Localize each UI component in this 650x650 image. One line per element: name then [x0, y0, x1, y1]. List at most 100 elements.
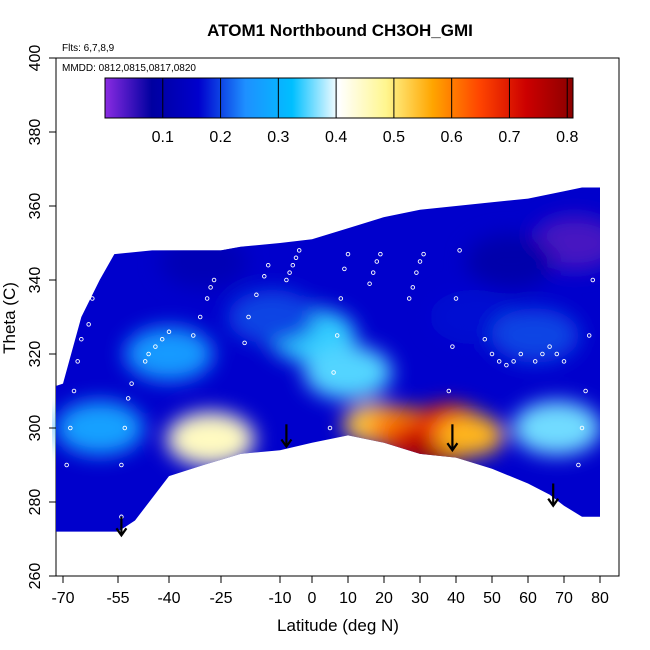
y-tick-label: 340	[27, 267, 44, 294]
colorbar-ticks: 0.1 0.2 0.3 0.4 0.5 0.6 0.7 0.8	[152, 78, 578, 146]
track-point	[547, 344, 552, 349]
track-point	[414, 270, 419, 275]
track-point	[293, 255, 299, 261]
track-point	[417, 259, 423, 264]
track-point	[122, 425, 128, 431]
x-tick-label: 70	[555, 590, 573, 607]
y-axis-label: Theta (C)	[0, 282, 19, 354]
track-point	[334, 333, 340, 338]
y-axis: 260 280 300 320 340 360 380 400	[27, 45, 56, 590]
dates-note: MMDD: 0812,0815,0817,0820	[62, 63, 196, 74]
track-point	[338, 296, 344, 301]
track-point	[159, 336, 165, 342]
colorbar-tick-label: 0.8	[556, 129, 578, 146]
down-arrow-icon	[446, 424, 459, 453]
track-point	[68, 425, 73, 431]
flight-track	[327, 251, 351, 431]
track-point	[204, 296, 210, 301]
track-point	[446, 388, 452, 394]
y-tick-label: 380	[27, 119, 44, 146]
y-tick-label: 260	[27, 563, 44, 590]
field-blob	[512, 400, 600, 456]
flight-track	[284, 248, 302, 283]
track-point	[208, 285, 213, 290]
field-blob	[55, 400, 144, 456]
x-tick-label: -70	[51, 590, 74, 607]
x-tick-label: 10	[339, 590, 357, 607]
track-point	[242, 340, 247, 346]
track-point	[90, 296, 95, 301]
track-point	[211, 277, 217, 283]
track-point	[406, 296, 412, 301]
y-tick-label: 320	[27, 341, 44, 368]
colorbar-tick-label: 0.6	[441, 129, 463, 146]
track-point	[583, 388, 588, 394]
track-point	[453, 296, 459, 301]
flight-track	[64, 296, 95, 468]
track-point	[518, 351, 524, 357]
x-tick-label: 40	[447, 590, 465, 607]
track-point	[284, 277, 289, 283]
track-point	[421, 251, 426, 257]
field-blob	[436, 414, 505, 457]
track-point	[378, 251, 383, 257]
track-point	[370, 270, 376, 275]
track-point	[345, 251, 351, 257]
track-point	[265, 262, 271, 268]
x-tick-label: 80	[591, 590, 609, 607]
flight-track	[482, 336, 524, 368]
track-point	[457, 248, 462, 253]
track-point	[71, 388, 77, 394]
down-arrow-icon	[115, 516, 128, 538]
x-tick-label: 0	[308, 590, 317, 607]
y-tick-label: 280	[27, 489, 44, 516]
track-point	[576, 462, 581, 468]
flight-track	[367, 251, 383, 286]
track-point	[153, 344, 158, 349]
track-point	[554, 351, 560, 357]
track-point	[75, 359, 80, 364]
track-point	[586, 333, 592, 338]
flight-track	[446, 248, 462, 394]
x-tick-label: 30	[411, 590, 429, 607]
y-tick-label: 300	[27, 415, 44, 442]
track-point	[197, 314, 203, 320]
chart-title: ATOM1 Northbound CH3OH_GMI	[207, 21, 473, 40]
y-tick-label: 400	[27, 45, 44, 72]
flight-track	[532, 344, 567, 364]
arrow-head	[280, 438, 293, 449]
track-point	[579, 425, 585, 431]
track-point	[496, 359, 502, 364]
track-point	[287, 270, 292, 275]
colorbar	[104, 77, 574, 119]
x-tick-label: -55	[106, 590, 129, 607]
track-point	[590, 277, 596, 283]
track-point	[450, 344, 455, 349]
flight-track	[242, 262, 271, 346]
track-point	[129, 381, 134, 386]
track-point	[327, 425, 333, 431]
flight-track	[576, 277, 596, 468]
colorbar-tick-label: 0.2	[209, 129, 231, 146]
x-tick-label: -25	[209, 590, 232, 607]
track-point	[540, 351, 545, 357]
track-point	[374, 259, 380, 264]
colorbar-tick-label: 0.1	[152, 129, 174, 146]
down-arrow-icon	[280, 424, 293, 449]
track-point	[146, 351, 151, 357]
track-point	[125, 396, 131, 401]
x-tick-label: 60	[519, 590, 537, 607]
field-blob	[465, 234, 555, 289]
flights-note: Flts: 6,7,8,9	[62, 43, 115, 54]
track-point	[142, 359, 148, 364]
field-blobs	[55, 215, 600, 468]
track-point	[262, 274, 267, 279]
track-point	[504, 362, 509, 368]
track-point	[86, 322, 91, 327]
colorbar-tick-label: 0.5	[383, 129, 405, 146]
track-point	[64, 462, 69, 468]
track-point	[191, 333, 196, 338]
x-axis: -70 -55 -40 -25 -10 0 10 20 30 40 50 60 70 80	[51, 576, 609, 607]
track-point	[342, 266, 347, 272]
